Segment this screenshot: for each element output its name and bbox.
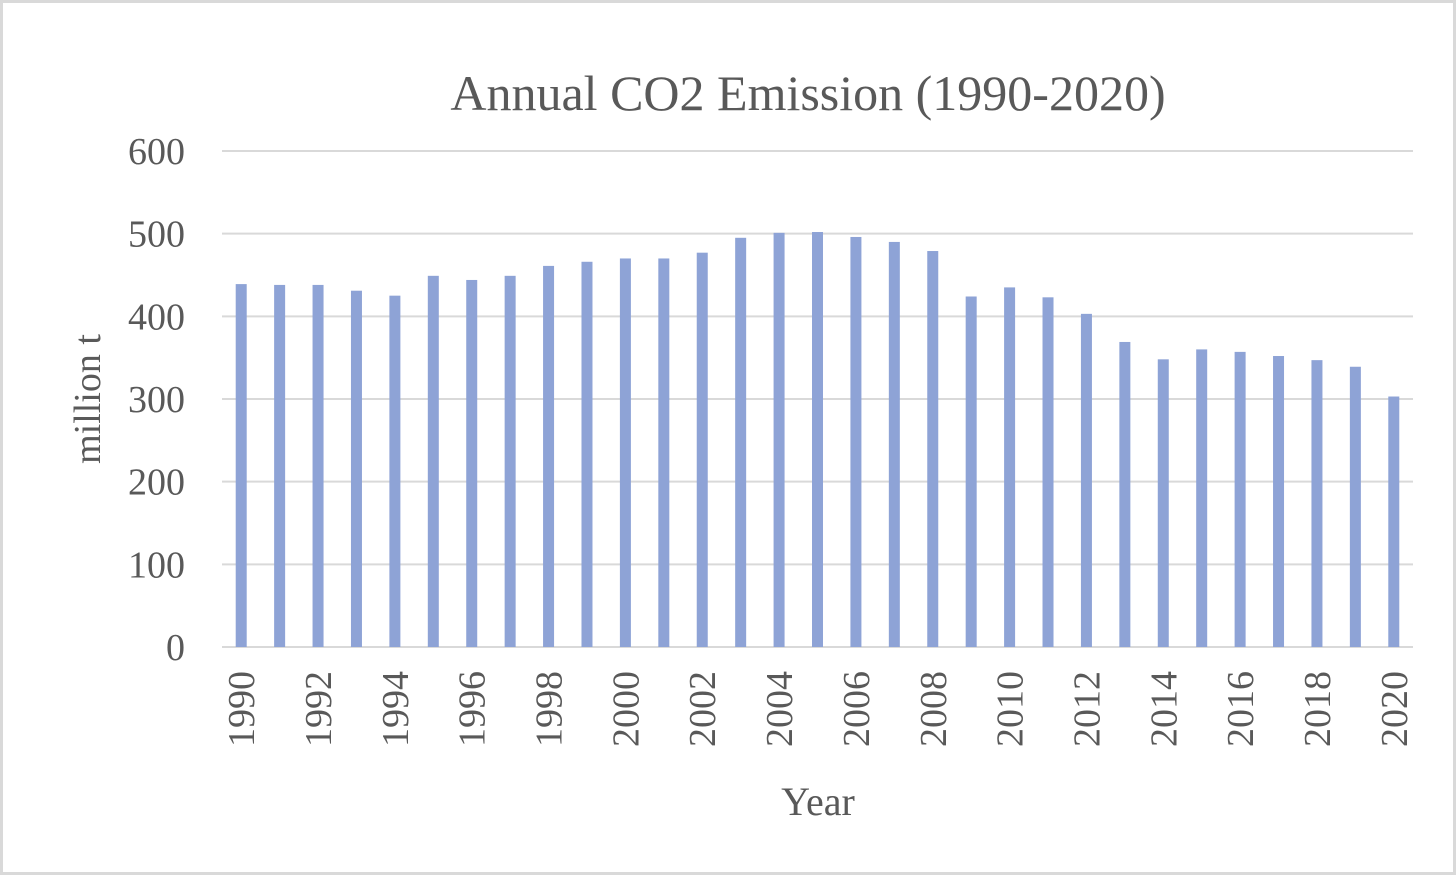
y-axis-ticks: 0 100 200 300 400 500 600	[128, 131, 185, 669]
bar-1994	[389, 295, 401, 647]
bar-1999	[581, 261, 593, 647]
x-tick-label: 2002	[682, 671, 724, 747]
bar-2013	[1119, 341, 1131, 647]
y-tick-label: 600	[128, 131, 185, 173]
bar-2010	[1004, 287, 1016, 647]
bar-1995	[427, 275, 439, 647]
bar-1997	[504, 275, 516, 647]
bar-2011	[1042, 297, 1054, 647]
y-tick-label: 200	[128, 462, 185, 504]
x-axis-label: Year	[781, 779, 855, 824]
bar-2001	[658, 258, 670, 647]
bar-2000	[619, 258, 631, 647]
x-axis-ticks: 1990 1992 1994 1996 1998 2000 2002 2004 2006 2008…	[221, 671, 1416, 747]
bar-2009	[965, 296, 977, 647]
x-tick-label: 2014	[1143, 671, 1185, 747]
y-tick-label: 500	[128, 214, 185, 256]
bar-2012	[1080, 313, 1092, 647]
x-tick-label: 2004	[759, 671, 801, 747]
bar-2002	[696, 252, 708, 647]
bar-2017	[1273, 356, 1285, 647]
bar-1996	[466, 279, 478, 647]
y-tick-label: 100	[128, 544, 185, 586]
bar-2008	[927, 251, 939, 647]
bar-1992	[312, 284, 324, 647]
x-tick-label: 2006	[836, 671, 878, 747]
bar-1991	[274, 284, 286, 647]
y-tick-label: 300	[128, 379, 185, 421]
x-tick-label: 1996	[452, 671, 494, 747]
x-tick-label: 1994	[375, 671, 417, 747]
x-tick-label: 1998	[529, 671, 571, 747]
bar-2020	[1388, 396, 1400, 647]
bar-1993	[350, 290, 362, 647]
bar-2004	[773, 232, 785, 647]
bar-2016	[1234, 351, 1246, 647]
x-tick-label: 2016	[1220, 671, 1262, 747]
bar-1998	[543, 265, 555, 647]
y-axis-label: million t	[67, 334, 109, 464]
x-tick-label: 2020	[1374, 671, 1416, 747]
bar-2005	[812, 232, 823, 647]
bars	[235, 232, 1400, 648]
x-tick-label: 1990	[221, 671, 263, 747]
bar-2019	[1349, 366, 1361, 647]
bar-2014	[1157, 359, 1169, 647]
bar-2015	[1196, 349, 1208, 647]
bar-2007	[888, 241, 900, 647]
x-tick-label: 2000	[605, 671, 647, 747]
chart-title: Annual CO2 Emission (1990-2020)	[450, 65, 1165, 121]
y-tick-label: 400	[128, 296, 185, 338]
y-tick-label: 0	[166, 627, 185, 669]
x-tick-label: 2018	[1297, 671, 1339, 747]
x-tick-label: 2008	[913, 671, 955, 747]
bar-chart: Annual CO2 Emission (1990-2020) 0 100 200 3…	[67, 65, 1416, 824]
x-tick-label: 1992	[298, 671, 340, 747]
bar-2006	[850, 236, 862, 647]
x-tick-label: 2010	[990, 671, 1032, 747]
bar-2003	[735, 237, 747, 648]
bar-2018	[1311, 360, 1323, 647]
bar-1990	[235, 284, 247, 647]
x-tick-label: 2012	[1066, 671, 1108, 747]
